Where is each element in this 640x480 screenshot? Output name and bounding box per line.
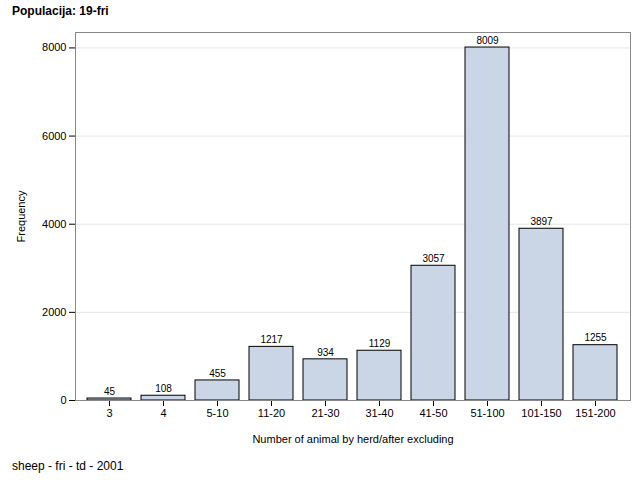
svg-text:8000: 8000 (42, 41, 66, 53)
svg-text:Number of animal by herd/after: Number of animal by herd/after excluding (252, 433, 453, 445)
svg-text:4000: 4000 (42, 218, 66, 230)
svg-text:51-100: 51-100 (470, 407, 504, 419)
svg-text:21-30: 21-30 (311, 407, 339, 419)
svg-text:151-200: 151-200 (575, 407, 615, 419)
svg-text:934: 934 (317, 347, 334, 358)
svg-text:2000: 2000 (42, 306, 66, 318)
svg-text:0: 0 (60, 394, 66, 406)
svg-text:41-50: 41-50 (419, 407, 447, 419)
svg-text:3057: 3057 (422, 253, 445, 264)
svg-text:108: 108 (155, 383, 172, 394)
html-text:Populacija: 19-fri: Populacija: 19-fri (12, 4, 109, 18)
svg-text:45: 45 (104, 386, 116, 397)
svg-text:11-20: 11-20 (258, 407, 285, 419)
svg-text:5-10: 5-10 (206, 407, 228, 419)
svg-text:31-40: 31-40 (365, 407, 393, 419)
svg-text:4: 4 (160, 407, 166, 419)
svg-text:1255: 1255 (584, 332, 607, 343)
html-text:sheep - fri - td - 2001: sheep - fri - td - 2001 (12, 459, 124, 473)
svg-text:1217: 1217 (260, 334, 283, 345)
svg-text:101-150: 101-150 (521, 407, 561, 419)
svg-text:3897: 3897 (530, 216, 553, 227)
svg-text:8009: 8009 (476, 35, 499, 46)
svg-text:6000: 6000 (42, 130, 66, 142)
svg-text:Frequency: Frequency (15, 190, 27, 242)
svg-text:3: 3 (106, 407, 112, 419)
svg-text:455: 455 (209, 368, 226, 379)
svg-text:1129: 1129 (369, 338, 391, 349)
